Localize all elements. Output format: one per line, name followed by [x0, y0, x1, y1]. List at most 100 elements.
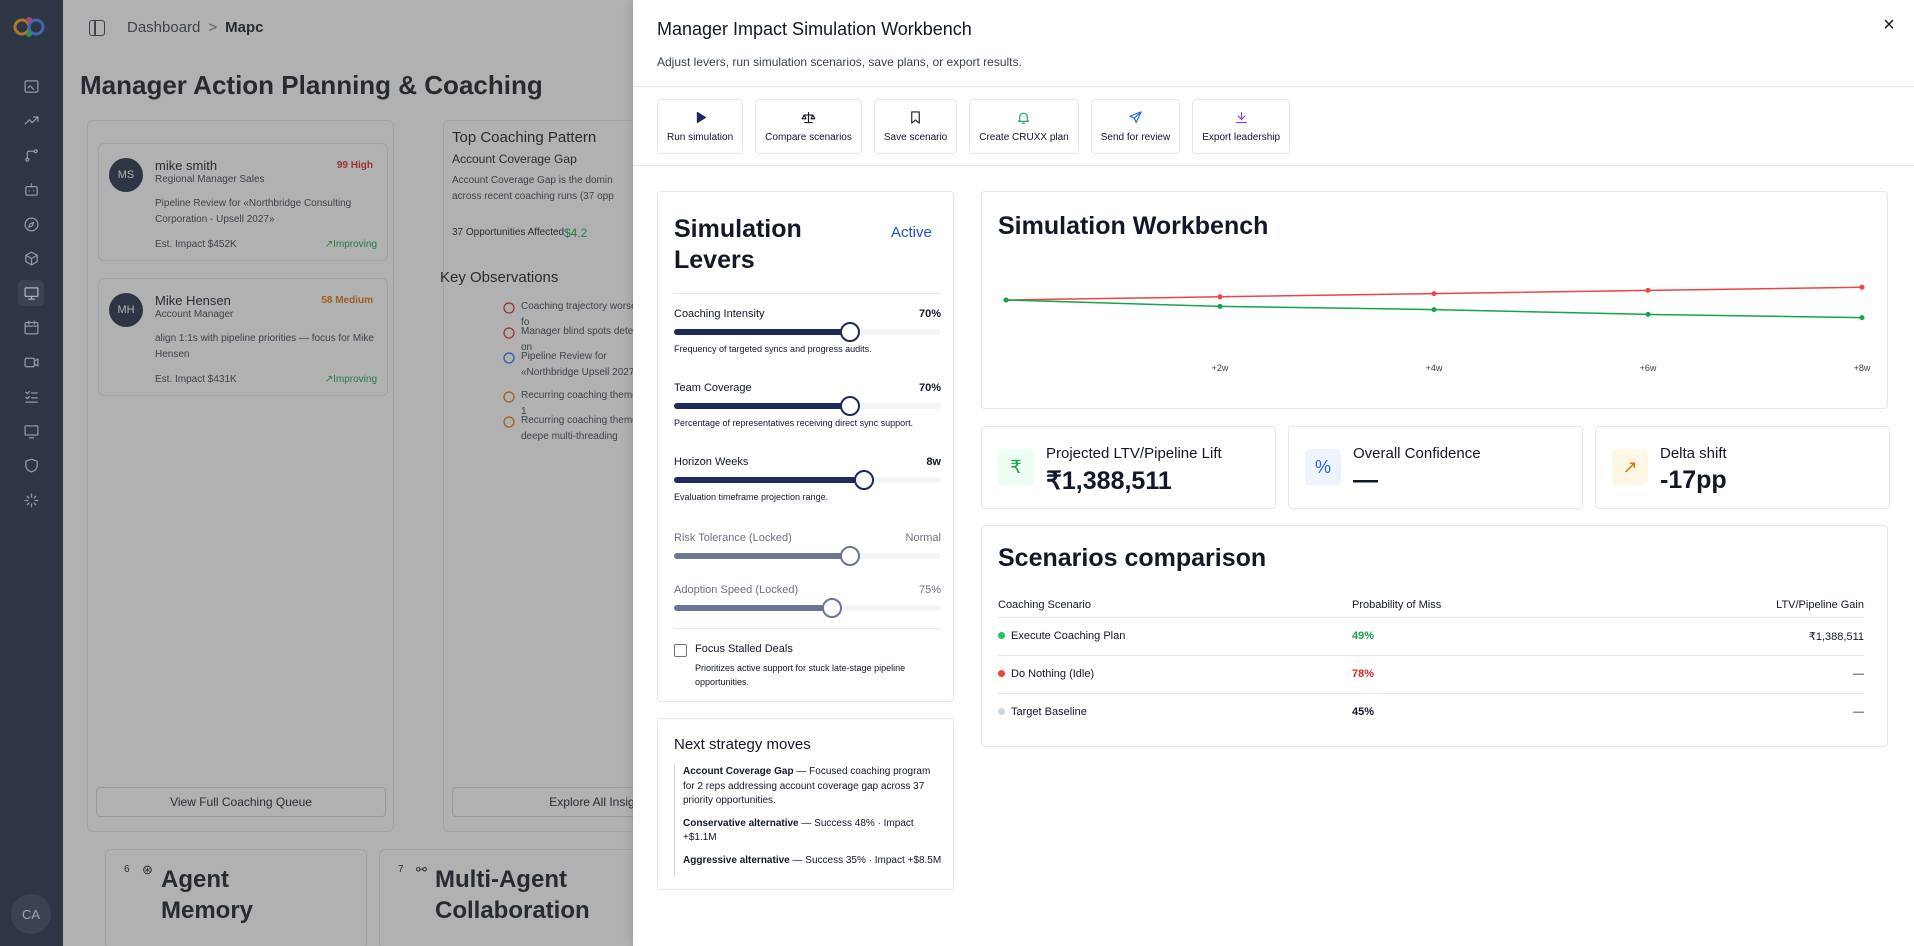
slider-handle [840, 546, 861, 566]
metric-label: Projected LTV/Pipeline Lift [1046, 445, 1222, 462]
data-point[interactable] [1003, 297, 1009, 303]
lever-value: Normal [905, 532, 941, 544]
view-coaching-queue-button[interactable]: View Full Coaching Queue [96, 787, 386, 817]
scenarios-header-row: Coaching Scenario Probability of Miss LT… [998, 593, 1864, 618]
avatar: MS [109, 158, 143, 192]
status-dot [998, 670, 1005, 677]
data-point[interactable] [1859, 315, 1865, 321]
bot-icon[interactable] [18, 177, 44, 203]
video-icon[interactable] [18, 349, 44, 375]
lever-value: 75% [918, 584, 941, 596]
toolbar-button-label: Run simulation [667, 132, 734, 143]
slider-handle[interactable] [853, 470, 874, 490]
x-tick-label: +4w [1426, 363, 1443, 373]
save-scenario-button[interactable]: Save scenario [873, 99, 958, 154]
calendar-icon[interactable] [18, 315, 44, 341]
slider-handle[interactable] [840, 322, 861, 342]
data-point[interactable] [1859, 284, 1865, 290]
metric-card: ₹ Projected LTV/Pipeline Lift ₹1,388,511 [981, 426, 1276, 509]
slider-handle [821, 598, 842, 618]
coaching-pattern-affected: 37 Opportunities Affected [452, 227, 565, 238]
strategy-move-text: — Success 48% · Impact +$1.1M [683, 817, 914, 844]
toolbar-button-label: Export leadership [1202, 132, 1281, 143]
focus-stalled-deals-desc: Prioritizes active support for stuck lat… [695, 663, 906, 687]
data-point[interactable] [1217, 294, 1223, 300]
data-point[interactable] [1431, 307, 1437, 313]
slider-track [674, 546, 941, 566]
slider-track[interactable] [674, 470, 941, 490]
slider-track[interactable] [674, 396, 941, 416]
display-icon[interactable] [18, 418, 44, 444]
slider-fill [674, 605, 832, 611]
branch-icon[interactable] [18, 142, 44, 168]
metric-value: ₹1,388,511 [1046, 467, 1172, 495]
coaching-card[interactable]: MH Mike Hensen Account Manager 58 Medium ali… [98, 278, 388, 396]
slider-fill [674, 403, 851, 409]
warning-icon [503, 326, 515, 339]
data-point[interactable] [1645, 287, 1651, 293]
card-name: Mike Hensen [155, 293, 231, 308]
header-probability: Probability of Miss [1352, 593, 1611, 618]
topbar: Dashboard > Mapc [63, 0, 1914, 55]
focus-stalled-deals-checkbox[interactable] [674, 644, 687, 657]
card-score: 99 High [336, 160, 373, 171]
agent-memory-card[interactable]: 6 ⊛ Agent Memory [105, 849, 367, 946]
agent-memory-title: Agent Memory [161, 866, 254, 925]
observation-item: Coaching trajectory worsening fo [521, 301, 656, 328]
lever-desc: Frequency of targeted syncs and progress… [674, 344, 872, 354]
data-point[interactable] [1431, 291, 1437, 297]
slider-handle[interactable] [840, 396, 861, 416]
create-cruxx-plan-button[interactable]: Create CRUXX plan [969, 99, 1079, 154]
shield-icon[interactable] [18, 453, 44, 479]
table-row[interactable]: Execute Coaching Plan 49% ₹1,388,511 [998, 617, 1864, 656]
strategy-move-text: — Success 35% · Impact +$8.5M [789, 854, 942, 866]
coaching-pattern-amount: $4.2 [564, 226, 588, 240]
strategy-move-text: — Focused coaching program for 2 reps ad… [683, 766, 931, 806]
metric-card: ↗ Delta shift -17pp [1595, 426, 1890, 509]
focus-stalled-deals-label[interactable]: Focus Stalled Deals [695, 643, 793, 655]
breadcrumb-separator: > [208, 19, 218, 36]
coaching-card[interactable]: MS mike smith Regional Manager Sales 99 Hig… [98, 143, 388, 261]
data-point[interactable] [1645, 311, 1651, 317]
clock-icon [503, 415, 515, 428]
user-avatar[interactable]: CA [11, 894, 51, 934]
data-point[interactable] [1217, 303, 1223, 309]
checklist-icon[interactable] [18, 384, 44, 410]
brain-icon: ⊛ [142, 862, 153, 877]
monitor-icon[interactable] [18, 280, 44, 306]
app-logo[interactable] [10, 12, 52, 42]
lever-name: Risk Tolerance (Locked) [674, 532, 792, 544]
workbench-chart-card: Simulation Workbench +2w +4w +6w +8w [981, 191, 1888, 409]
drawer-toolbar: Run simulation Compare scenarios Save scen… [657, 99, 1291, 154]
send-for-review-button[interactable]: Send for review [1090, 99, 1181, 154]
simulation-drawer: Manager Impact Simulation Workbench Adju… [633, 0, 1914, 946]
scenarios-card: Scenarios comparison Coaching Scenario P… [981, 525, 1888, 747]
modal-overlay[interactable] [0, 0, 633, 946]
gain-cell: — [1610, 655, 1864, 694]
metric-value: — [1353, 466, 1378, 494]
table-row[interactable]: Target Baseline 45% — [998, 693, 1864, 731]
table-row[interactable]: Do Nothing (Idle) 78% — [998, 655, 1864, 694]
levers-status: Active [891, 224, 932, 241]
trend-up-icon: ↗ [324, 374, 334, 385]
cube-icon[interactable] [18, 246, 44, 272]
agent-memory-number: 6 [124, 864, 130, 875]
compass-icon[interactable] [18, 211, 44, 237]
trend-icon[interactable] [18, 108, 44, 134]
scenario-name: Do Nothing (Idle) [1011, 668, 1095, 680]
sparkle-icon[interactable] [18, 487, 44, 513]
gallery-icon[interactable] [18, 73, 44, 99]
close-icon[interactable]: × [1883, 14, 1895, 36]
breadcrumb-root[interactable]: Dashboard [127, 19, 201, 36]
export-leadership-button[interactable]: Export leadership [1192, 99, 1291, 154]
scenario-name: Execute Coaching Plan [1011, 630, 1126, 642]
compare-scenarios-button[interactable]: Compare scenarios [755, 99, 862, 154]
multi-agent-card[interactable]: 7 ⚯ Multi-Agent Collaboration [379, 849, 679, 946]
toolbar-button-label: Create CRUXX plan [979, 132, 1069, 143]
slider-track[interactable] [674, 322, 941, 342]
sidebar-toggle-icon[interactable] [89, 19, 105, 36]
drawer-subtitle: Adjust levers, run simulation scenarios,… [657, 55, 1022, 69]
x-tick-label: +6w [1640, 363, 1657, 373]
run-simulation-button[interactable]: Run simulation [657, 99, 744, 154]
probability-cell: 78% [1352, 655, 1611, 694]
